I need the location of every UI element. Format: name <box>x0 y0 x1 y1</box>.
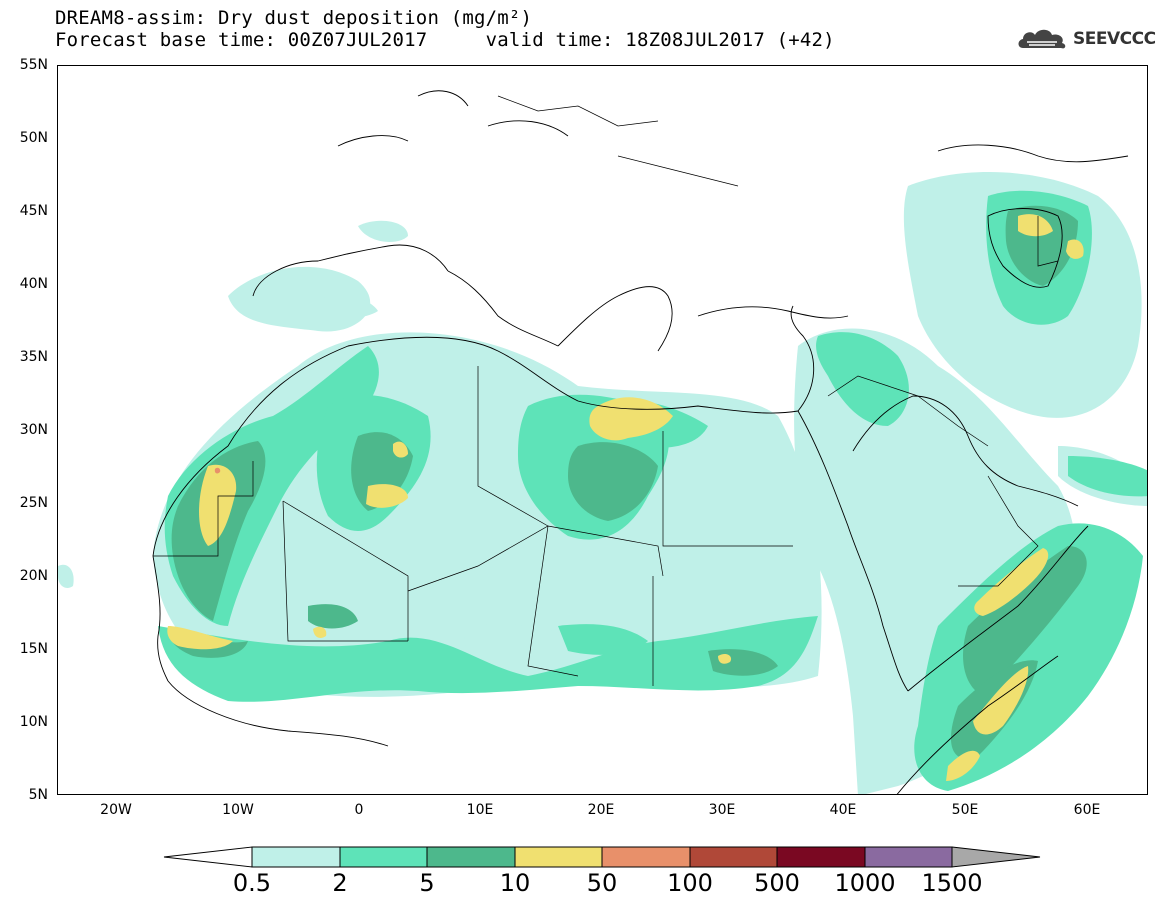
colorbar-label: 10 <box>499 869 531 897</box>
lat-label: 35N <box>19 349 48 365</box>
colorbar-label: 1000 <box>834 869 896 897</box>
colorbar <box>163 846 1041 868</box>
lat-label: 50N <box>19 130 48 146</box>
colorbar-label: 50 <box>586 869 618 897</box>
lat-label: 15N <box>19 641 48 657</box>
colorbar-label: 0.5 <box>232 869 272 897</box>
lon-label: 10E <box>466 802 494 818</box>
lon-label: 20W <box>100 802 132 818</box>
deposition-contour-50 <box>214 467 221 474</box>
lat-label: 30N <box>19 422 48 438</box>
lat-label: 20N <box>19 568 48 584</box>
forecast-time-line: Forecast base time: 00Z07JUL2017 valid t… <box>55 29 835 51</box>
colorbar-swatch-2 <box>339 846 428 868</box>
colorbar-label: 5 <box>419 869 435 897</box>
lat-label: 5N <box>28 787 48 803</box>
deposition-fields <box>58 172 1147 794</box>
colorbar-label: 1500 <box>921 869 983 897</box>
country-borders <box>153 95 1059 686</box>
colorbar-swatch-100 <box>689 846 778 868</box>
lon-label: 20E <box>587 802 615 818</box>
lat-label: 10N <box>19 714 48 730</box>
map-title: DREAM8-assim: Dry dust deposition (mg/m²… <box>55 7 533 29</box>
lat-label: 40N <box>19 276 48 292</box>
coastlines-and-borders <box>152 90 1129 794</box>
colorbar-swatch-10 <box>514 846 603 868</box>
lat-label: 45N <box>19 203 48 219</box>
colorbar-low-arrow <box>163 846 253 868</box>
colorbar-label: 2 <box>332 869 348 897</box>
colorbar-swatch-500 <box>776 846 866 868</box>
lon-label: 0 <box>354 802 364 818</box>
colorbar-swatch-50 <box>601 846 691 868</box>
dust-deposition-map <box>57 65 1148 795</box>
lon-label: 10W <box>222 802 254 818</box>
cloud-logo-icon <box>1018 29 1066 49</box>
deposition-contour-10 <box>167 214 1084 781</box>
seevccc-logo: SEEVCCC <box>1017 26 1156 52</box>
logo-text: SEEVCCC <box>1073 29 1156 49</box>
lon-label: 30E <box>708 802 736 818</box>
colorbar-swatch-1000 <box>864 846 953 868</box>
colorbar-label: 500 <box>754 869 800 897</box>
colorbar-swatch-0-5 <box>251 846 341 868</box>
lat-label: 25N <box>19 495 48 511</box>
lon-label: 50E <box>951 802 979 818</box>
lon-label: 60E <box>1073 802 1101 818</box>
lat-label: 55N <box>19 57 48 73</box>
colorbar-swatch-5 <box>426 846 516 868</box>
map-canvas <box>58 90 1147 794</box>
colorbar-high-arrow <box>951 846 1041 868</box>
colorbar-label: 100 <box>667 869 713 897</box>
lon-label: 40E <box>829 802 857 818</box>
